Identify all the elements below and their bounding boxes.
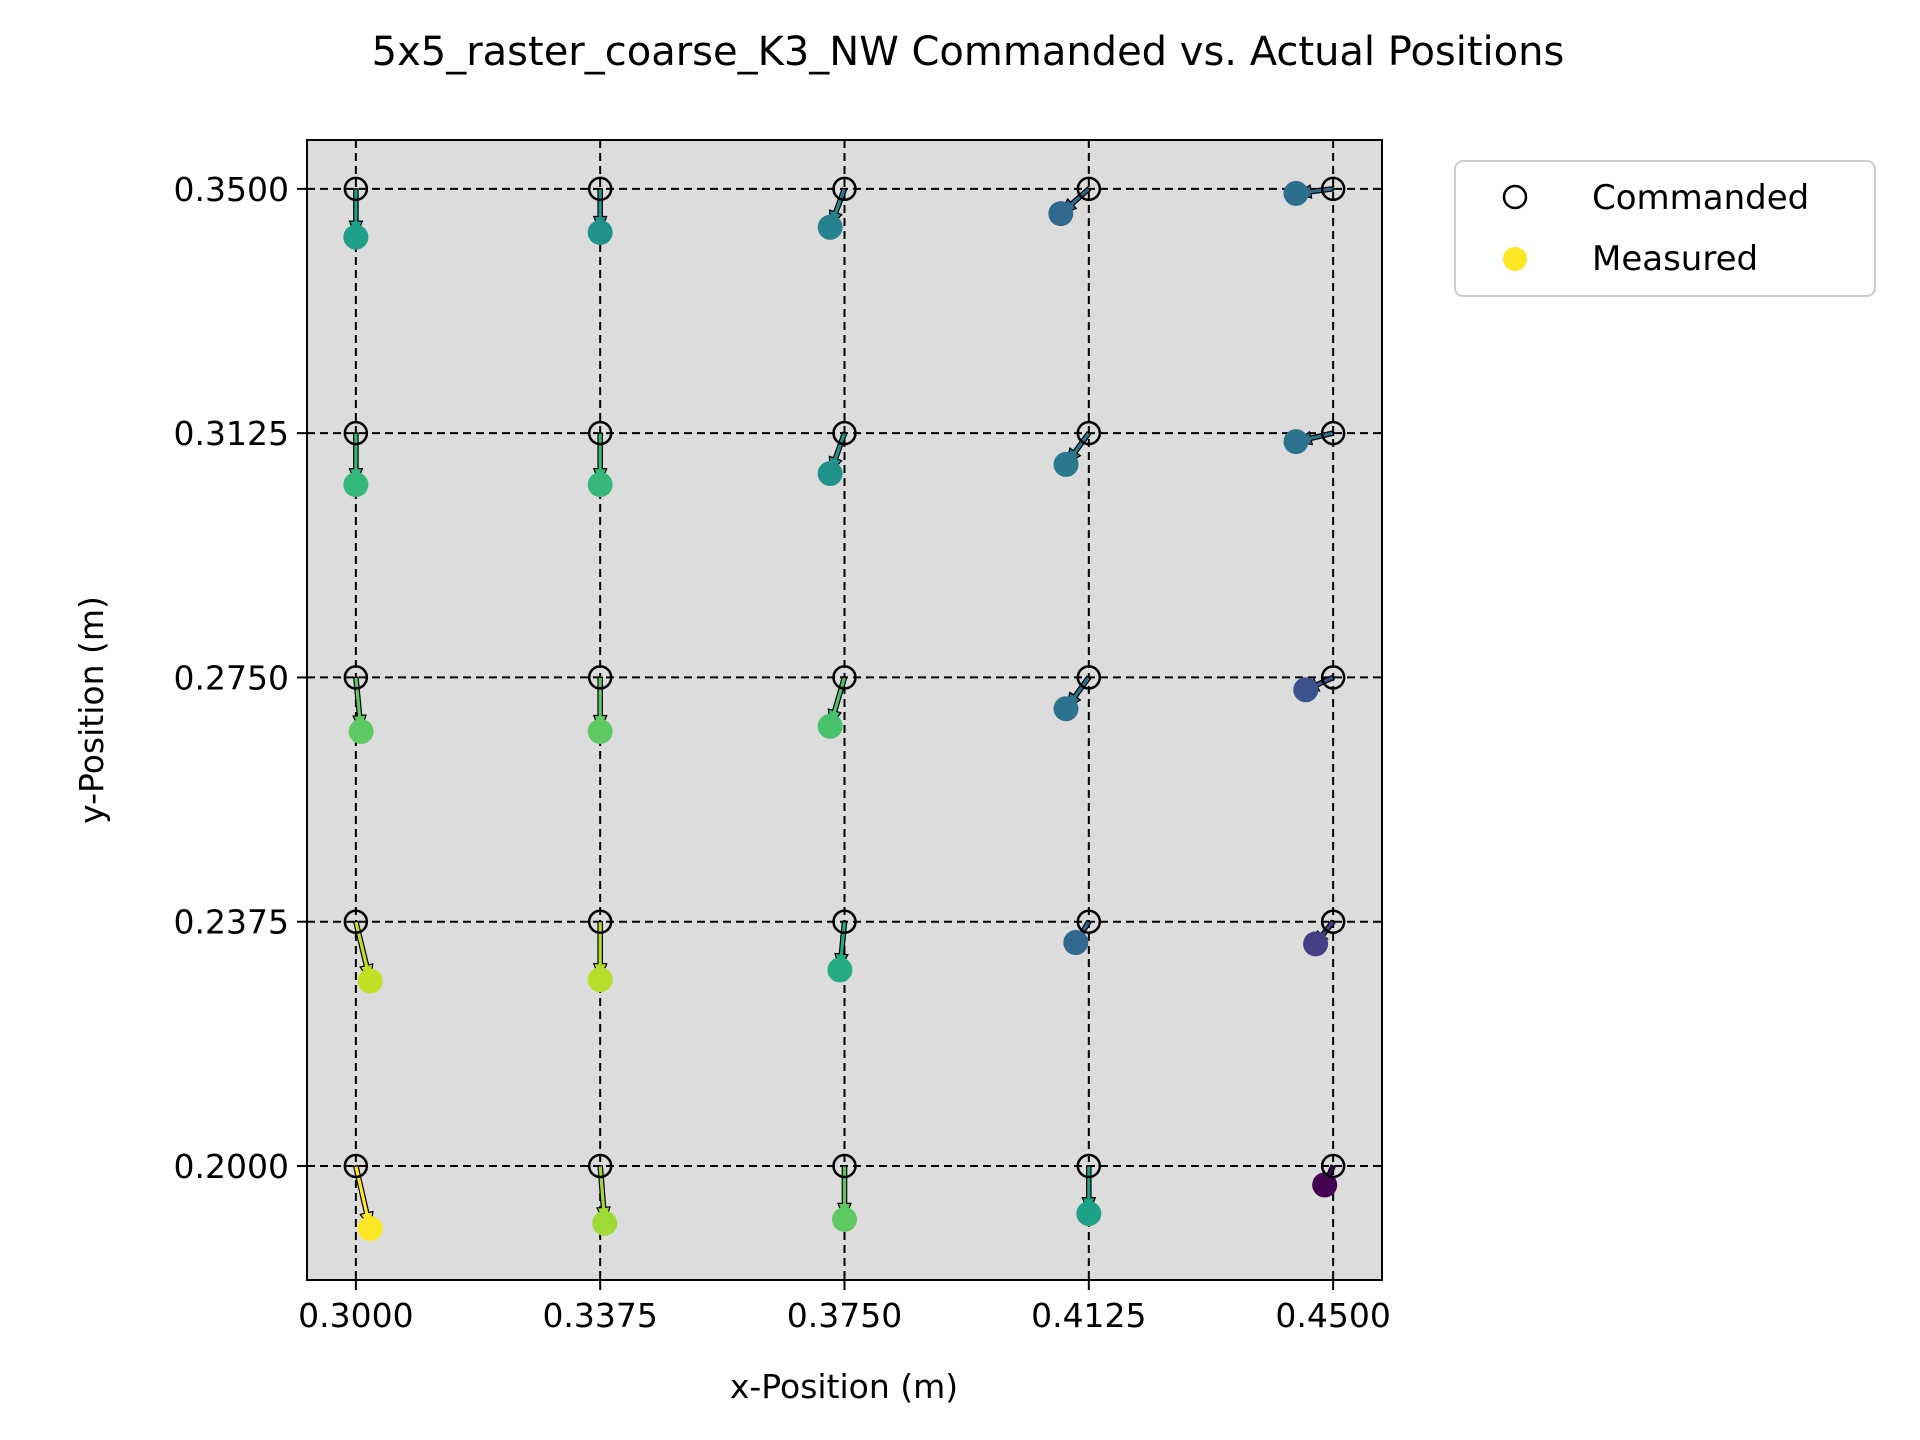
- commanded-point: [587, 909, 613, 934]
- legend-measured-label: Measured: [1592, 239, 1758, 279]
- legend-measured-marker: [1503, 247, 1527, 271]
- measured-point: [592, 1210, 618, 1236]
- legend-commanded-label: Commanded: [1592, 178, 1809, 218]
- y-tick-label: 0.2375: [174, 903, 289, 942]
- commanded-point: [1076, 176, 1102, 202]
- y-tick-label: 0.2000: [174, 1147, 289, 1186]
- commanded-points: [343, 176, 1346, 1179]
- legend: Commanded Measured: [1454, 160, 1876, 297]
- measured-point: [817, 461, 843, 487]
- measured-point: [357, 1216, 383, 1242]
- chart-title: 5x5_raster_coarse_K3_NW Commanded vs. Ac…: [372, 29, 1565, 75]
- x-tick-label: 0.4500: [1275, 1296, 1390, 1335]
- x-axis-label: x-Position (m): [730, 1367, 958, 1406]
- y-tick-label: 0.3500: [174, 170, 289, 209]
- commanded-point: [343, 176, 369, 202]
- measured-point: [817, 214, 843, 240]
- commanded-point: [1076, 1153, 1102, 1179]
- measured-point: [1283, 180, 1309, 206]
- measured-point: [1063, 930, 1089, 956]
- y-axis-ticks: 0.2000 0.2375 0.2750 0.3125 0.3500: [174, 170, 307, 1186]
- commanded-point: [832, 420, 857, 446]
- commanded-point: [832, 1153, 857, 1179]
- commanded-point: [587, 1153, 613, 1179]
- y-tick-label: 0.2750: [174, 658, 289, 697]
- measured-point: [343, 472, 369, 498]
- measured-point: [1053, 451, 1079, 477]
- commanded-point: [587, 420, 613, 446]
- measured-point: [1293, 677, 1319, 703]
- x-axis-ticks: 0.3000 0.3375 0.3750 0.4125 0.4500: [298, 1280, 1391, 1335]
- measured-point: [1312, 1172, 1338, 1198]
- measured-points: [343, 180, 1338, 1242]
- commanded-point: [832, 665, 857, 690]
- measured-point: [348, 718, 374, 744]
- measured-point: [357, 968, 383, 994]
- x-tick-label: 0.3000: [298, 1296, 413, 1335]
- measured-point: [1283, 429, 1309, 455]
- measured-point: [1076, 1201, 1102, 1227]
- legend-box: [1454, 160, 1876, 297]
- commanded-point: [343, 665, 369, 690]
- x-tick-label: 0.3375: [542, 1296, 657, 1335]
- x-tick-label: 0.3750: [787, 1296, 902, 1335]
- measured-point: [587, 718, 613, 744]
- measured-point: [587, 220, 613, 246]
- commanded-point: [343, 1153, 369, 1179]
- commanded-point: [1076, 909, 1102, 934]
- measured-point: [587, 472, 613, 498]
- commanded-point: [1320, 420, 1346, 446]
- y-tick-label: 0.3125: [174, 414, 289, 453]
- commanded-point: [587, 176, 613, 202]
- measured-point: [343, 224, 369, 250]
- commanded-point: [832, 176, 857, 202]
- commanded-point: [587, 665, 613, 690]
- commanded-point: [832, 909, 857, 934]
- measured-point: [587, 967, 613, 993]
- commanded-point: [1076, 665, 1102, 690]
- commanded-point: [343, 420, 369, 446]
- measured-point: [1303, 931, 1329, 957]
- y-axis-label: y-Position (m): [72, 596, 111, 824]
- measured-point: [1048, 201, 1074, 227]
- measured-point: [827, 957, 853, 983]
- commanded-point: [343, 909, 369, 934]
- commanded-point: [1320, 909, 1346, 934]
- commanded-point: [1320, 176, 1346, 202]
- commanded-point: [1320, 665, 1346, 690]
- measured-point: [832, 1206, 857, 1232]
- measured-point: [817, 713, 843, 739]
- x-tick-label: 0.4125: [1031, 1296, 1146, 1335]
- measured-point: [1053, 696, 1079, 722]
- commanded-point: [1076, 420, 1102, 446]
- commanded-point: [1320, 1153, 1346, 1179]
- legend-commanded-marker: [1502, 184, 1528, 210]
